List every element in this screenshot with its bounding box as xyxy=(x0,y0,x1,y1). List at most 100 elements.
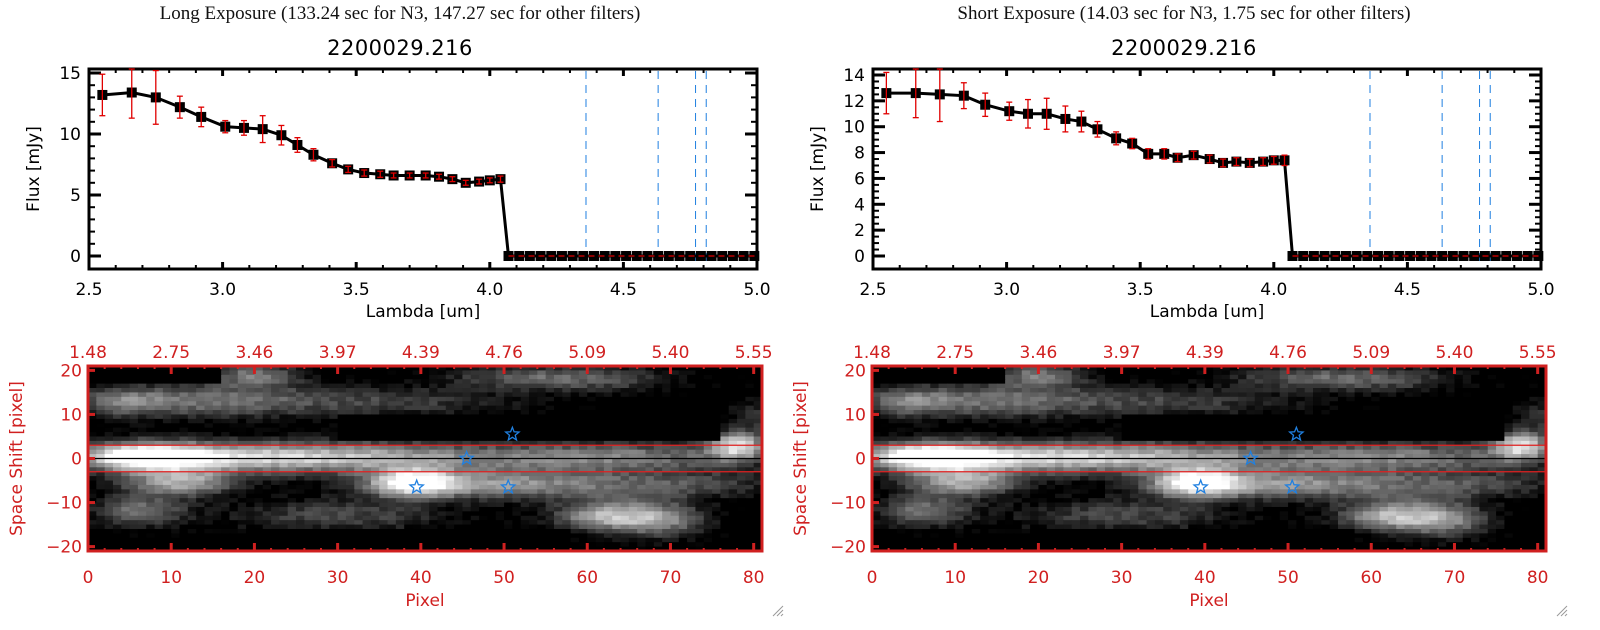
image-pixel xyxy=(96,383,106,389)
image-pixel xyxy=(1163,388,1173,394)
image-pixel xyxy=(312,515,322,521)
image-pixel xyxy=(437,467,447,473)
image-pixel xyxy=(212,383,222,389)
image-pixel xyxy=(479,458,489,464)
image-pixel xyxy=(553,524,563,530)
image-pixel xyxy=(196,542,206,548)
image-pixel xyxy=(1171,366,1181,372)
image-pixel xyxy=(562,423,572,429)
image-pixel xyxy=(1254,388,1264,394)
image-pixel xyxy=(129,542,139,548)
image-pixel xyxy=(695,436,705,442)
image-pixel xyxy=(370,423,380,429)
image-pixel xyxy=(1512,405,1522,411)
long-spatial-image: 01.48102.75203.46303.97404.39504.76605.0… xyxy=(7,343,773,611)
image-pixel xyxy=(712,410,721,416)
image-pixel xyxy=(745,427,755,433)
image-pixel xyxy=(437,445,447,451)
image-pixel xyxy=(1496,401,1505,407)
image-pixel xyxy=(955,405,965,411)
image-pixel xyxy=(703,467,713,473)
image-pixel xyxy=(745,454,755,460)
image-pixel xyxy=(745,546,755,552)
resize-grip-icon[interactable] xyxy=(770,603,784,617)
image-pixel xyxy=(1104,414,1114,420)
image-pixel xyxy=(262,498,272,504)
image-pixel xyxy=(462,379,472,385)
image-pixel xyxy=(720,366,730,372)
image-pixel xyxy=(221,520,231,526)
image-pixel xyxy=(287,467,297,473)
image-pixel xyxy=(312,493,322,499)
image-pixel xyxy=(603,480,613,486)
image-pixel xyxy=(1146,374,1156,380)
image-pixel xyxy=(687,370,697,376)
image-pixel xyxy=(595,449,605,455)
image-pixel xyxy=(545,493,555,499)
image-pixel xyxy=(737,405,746,411)
image-pixel xyxy=(980,379,990,385)
image-pixel xyxy=(146,533,156,539)
image-pixel xyxy=(545,467,555,473)
image-pixel xyxy=(562,401,572,407)
image-pixel xyxy=(1379,370,1389,376)
image-pixel xyxy=(279,480,289,486)
image-pixel xyxy=(337,493,347,499)
image-pixel xyxy=(104,427,114,433)
image-pixel xyxy=(387,392,397,398)
y-tick-label: 0 xyxy=(854,247,865,267)
image-pixel xyxy=(628,471,638,477)
image-pixel xyxy=(154,524,164,530)
image-pixel xyxy=(487,476,497,482)
image-pixel xyxy=(121,392,131,398)
image-pixel xyxy=(1296,405,1306,411)
image-pixel xyxy=(337,445,347,451)
image-pixel xyxy=(712,511,721,517)
image-pixel xyxy=(229,449,239,455)
image-pixel xyxy=(412,445,422,451)
image-pixel xyxy=(1263,366,1273,372)
image-pixel xyxy=(529,379,538,385)
image-pixel xyxy=(229,405,239,411)
image-pixel xyxy=(345,445,355,451)
image-pixel xyxy=(1154,366,1164,372)
image-pixel xyxy=(537,374,547,380)
image-pixel xyxy=(204,445,214,451)
image-pixel xyxy=(479,445,489,451)
image-pixel xyxy=(520,370,530,376)
image-pixel xyxy=(653,480,663,486)
image-pixel xyxy=(678,467,688,473)
image-pixel xyxy=(445,401,455,407)
image-pixel xyxy=(354,458,364,464)
image-pixel xyxy=(395,471,405,477)
image-pixel xyxy=(196,449,206,455)
image-pixel xyxy=(262,414,272,420)
image-pixel xyxy=(587,542,597,548)
image-pixel xyxy=(520,445,530,451)
image-pixel xyxy=(395,537,405,543)
image-pixel xyxy=(187,388,197,394)
image-pixel xyxy=(337,392,347,398)
image-pixel xyxy=(454,440,464,446)
image-pixel xyxy=(229,370,239,376)
image-pixel xyxy=(553,427,563,433)
image-pixel xyxy=(1437,405,1447,411)
image-pixel xyxy=(121,506,131,512)
image-pixel xyxy=(1071,396,1081,402)
image-pixel xyxy=(628,489,638,495)
image-pixel xyxy=(370,542,380,548)
image-pixel xyxy=(271,511,280,517)
image-pixel xyxy=(570,392,580,398)
image-pixel xyxy=(304,445,314,451)
image-pixel xyxy=(1437,379,1447,385)
image-pixel xyxy=(1396,392,1406,398)
image-pixel xyxy=(753,418,763,424)
image-pixel xyxy=(1246,379,1256,385)
image-pixel xyxy=(687,392,697,398)
image-pixel xyxy=(279,506,289,512)
image-pixel xyxy=(595,506,605,512)
image-pixel xyxy=(146,506,156,512)
image-pixel xyxy=(412,440,422,446)
image-pixel xyxy=(620,520,630,526)
image-pixel xyxy=(1030,374,1040,380)
